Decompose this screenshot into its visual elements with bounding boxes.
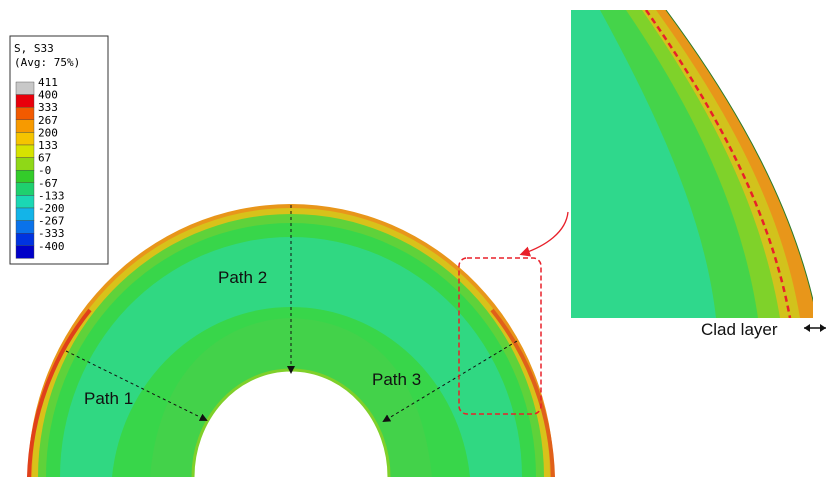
legend-swatch — [15, 157, 35, 171]
legend-swatch — [15, 81, 35, 95]
path1-label: Path 1 — [84, 389, 133, 408]
inset-outer-edge — [665, 10, 813, 303]
path2-label: Path 2 — [218, 268, 267, 287]
color-legend: S, S33 (Avg: 75%) 41140033326720013367-0… — [9, 35, 109, 265]
legend-swatch — [15, 207, 35, 221]
clad-layer-label: Clad layer — [701, 320, 778, 339]
legend-value-label: 411 — [38, 76, 58, 89]
highlight-box — [458, 257, 542, 415]
path3-arrow — [382, 340, 518, 423]
legend-value-label: 400 — [38, 89, 58, 102]
legend-swatch — [15, 169, 35, 183]
legend-subtitle: (Avg: 75%) — [14, 56, 80, 69]
legend-value-label: 333 — [38, 101, 58, 114]
legend-swatch — [15, 220, 35, 234]
legend-swatch — [15, 232, 35, 246]
legend-swatch — [15, 94, 35, 108]
legend-swatch — [15, 195, 35, 209]
legend-value-label: 200 — [38, 126, 58, 139]
legend-swatch — [15, 245, 35, 259]
legend-value-label: 67 — [38, 152, 51, 165]
legend-swatch — [15, 106, 35, 120]
legend-swatch — [15, 119, 35, 133]
legend-swatch — [15, 182, 35, 196]
inset-zoom — [571, 10, 813, 318]
legend-value-label: -67 — [38, 177, 58, 190]
path3-label: Path 3 — [372, 370, 421, 389]
legend-value-label: -267 — [38, 215, 65, 228]
legend-value-label: 267 — [38, 114, 58, 127]
legend-value-label: -333 — [38, 227, 65, 240]
legend-value-label: -400 — [38, 240, 65, 253]
ring-left-hot-edge — [27, 308, 92, 477]
legend-value-label: -200 — [38, 202, 65, 215]
legend-value-label: -0 — [38, 164, 51, 177]
ring-right-hot-edge — [490, 308, 555, 477]
inset-cool-zone — [571, 10, 716, 318]
legend-value-label: -133 — [38, 189, 65, 202]
legend-swatch — [15, 144, 35, 158]
legend-value-label: 133 — [38, 139, 58, 152]
double-arrow-icon — [804, 324, 826, 332]
callout-arrow — [519, 211, 569, 257]
ring-hole — [193, 370, 389, 477]
legend-swatch — [15, 132, 35, 146]
ring-cool-zone — [60, 237, 522, 477]
legend-title: S, S33 — [14, 42, 54, 55]
legend-swatches: 41140033326720013367-0-67-133-200-267-33… — [15, 76, 65, 259]
path1-arrow — [65, 350, 208, 421]
